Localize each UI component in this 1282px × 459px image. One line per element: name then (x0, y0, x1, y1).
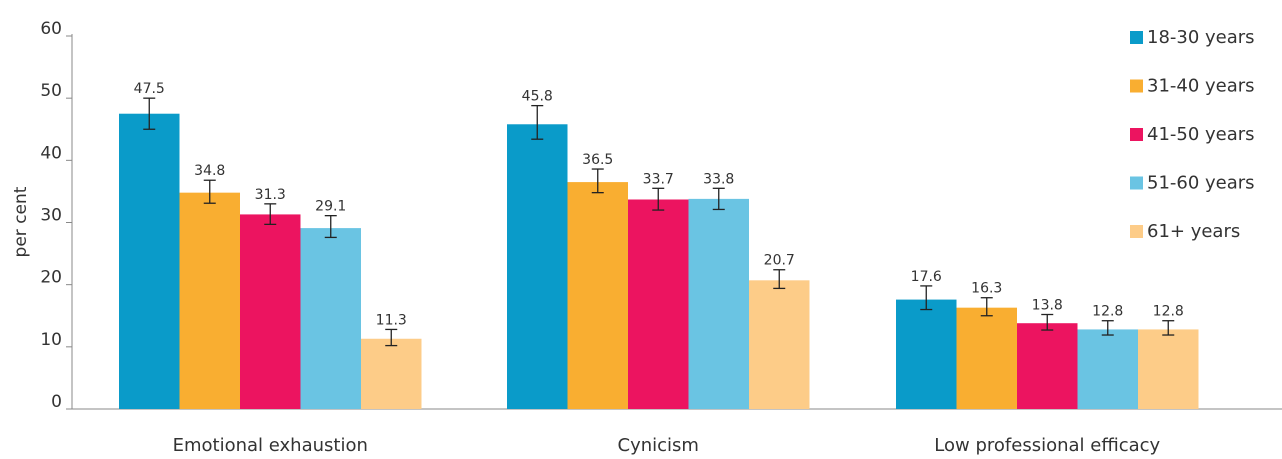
error-bars (143, 97, 1175, 347)
value-labels: 47.5 34.8 31.3 29.1 11.3 45.8 36.5 33.7 33.8 20.7… (134, 81, 1184, 328)
x-category-label: Cynicism (618, 435, 699, 456)
legend-swatch (1130, 31, 1143, 44)
data-label: 47.5 (134, 81, 165, 97)
category-labels: Emotional exhaustion Cynicism Low professi… (173, 435, 1161, 456)
bar (361, 338, 422, 409)
data-label: 31.3 (255, 187, 286, 203)
bar (896, 299, 957, 409)
y-tick-label: 20 (40, 268, 62, 288)
bar (567, 182, 628, 409)
legend-label: 41-50 years (1147, 124, 1255, 145)
data-label: 17.6 (911, 269, 942, 285)
data-label: 20.7 (764, 253, 795, 269)
legend-swatch (1130, 176, 1143, 190)
y-tick-label: 50 (40, 81, 62, 101)
data-label: 11.3 (376, 312, 407, 328)
bar (749, 280, 810, 409)
legend-label: 51-60 years (1147, 173, 1255, 194)
data-label: 33.8 (703, 171, 734, 187)
data-label: 16.3 (971, 281, 1002, 297)
bar (240, 214, 301, 409)
bar (956, 307, 1017, 409)
y-tick-label: 60 (40, 19, 62, 39)
bar (688, 198, 749, 409)
legend-swatch (1130, 225, 1143, 238)
x-category-label: Emotional exhaustion (173, 435, 368, 456)
bar (119, 113, 180, 409)
bar (300, 228, 361, 409)
bar (1138, 329, 1199, 409)
bar (179, 192, 240, 409)
y-axis-label: per cent (11, 186, 31, 257)
data-label: 36.5 (582, 152, 613, 168)
y-tick-label: 40 (40, 143, 62, 163)
data-label: 45.8 (522, 89, 553, 105)
bar (628, 199, 689, 409)
legend-swatch (1130, 79, 1143, 93)
legend-label: 31-40 years (1147, 76, 1255, 97)
y-tick-label: 0 (51, 392, 62, 412)
legend-swatch (1130, 128, 1143, 141)
data-label: 13.8 (1032, 298, 1063, 314)
y-tick-label: 10 (40, 330, 62, 350)
bar (1017, 323, 1078, 409)
data-label: 34.8 (194, 163, 225, 179)
data-label: 12.8 (1153, 304, 1184, 320)
bar (507, 124, 568, 409)
y-tick-label: 30 (40, 206, 62, 226)
legend-label: 18-30 years (1147, 27, 1255, 48)
data-label: 29.1 (315, 199, 346, 215)
bar (1077, 329, 1138, 409)
legend-label: 61+ years (1147, 221, 1240, 242)
bars (119, 113, 1199, 409)
data-label: 12.8 (1092, 304, 1123, 320)
legend: 18-30 years 31-40 years 41-50 years 51-60 y… (1130, 27, 1255, 242)
data-label: 33.7 (643, 171, 674, 187)
x-category-label: Low professional efficacy (934, 435, 1160, 456)
